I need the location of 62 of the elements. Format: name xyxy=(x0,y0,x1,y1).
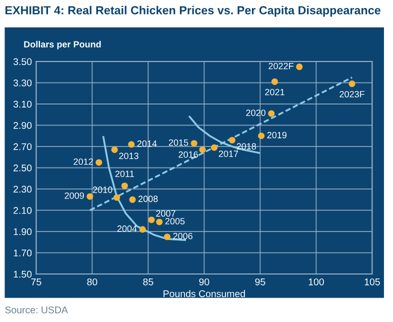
point xyxy=(111,146,118,153)
point xyxy=(121,182,128,190)
annotation: 2020 xyxy=(246,110,266,116)
point xyxy=(96,159,102,166)
y-tick-label: 2.90 xyxy=(14,122,32,129)
point xyxy=(190,140,198,147)
x-tick-label: 80 xyxy=(87,278,98,286)
point xyxy=(164,234,170,240)
x-tick-label: 75 xyxy=(31,278,42,286)
annotation: 2022F xyxy=(268,62,294,70)
annotation: 2013 xyxy=(119,152,138,160)
point xyxy=(268,110,275,117)
y-tick-label: 2.70 xyxy=(14,143,32,150)
point xyxy=(210,144,218,151)
annotation: 2010 xyxy=(93,186,112,193)
point xyxy=(129,196,136,203)
annotation: 2016 xyxy=(178,151,198,158)
annotation: 2005 xyxy=(165,218,185,224)
point xyxy=(128,141,135,148)
annotation: 2017 xyxy=(218,150,238,157)
annotation: 2015 xyxy=(168,139,188,146)
y-tick-label: 1.50 xyxy=(14,270,32,278)
annotation: 2006 xyxy=(173,232,192,240)
x-tick-label: 90 xyxy=(199,278,210,286)
annotation: 2023F xyxy=(340,91,364,98)
x-axis-title: Pounds Consumed xyxy=(164,290,245,298)
point xyxy=(296,64,303,70)
y-tick-label: 2.10 xyxy=(14,207,32,214)
point xyxy=(348,80,356,88)
annotation: 2012 xyxy=(74,158,93,165)
annotation: 2021 xyxy=(265,88,284,96)
point xyxy=(139,226,146,233)
y-tick-label: 1.70 xyxy=(14,250,32,256)
annotation: 2011 xyxy=(115,170,134,178)
annotation: 2009 xyxy=(64,192,84,199)
annotation: 2018 xyxy=(236,143,256,150)
point xyxy=(114,194,120,201)
y-tick-label: 3.50 xyxy=(13,58,32,66)
annotation: 2019 xyxy=(267,132,286,138)
y-axis-title: Dollars per Pound xyxy=(24,40,101,50)
x-tick-label: 105 xyxy=(364,278,380,286)
y-tick-label: 2.30 xyxy=(14,186,32,193)
point xyxy=(271,78,278,85)
x-tick-label: 95 xyxy=(255,278,266,286)
y-tick-label: 3.10 xyxy=(13,100,32,108)
x-tick-label: 85 xyxy=(143,278,154,286)
point xyxy=(199,146,206,153)
chart-title: EXHIBIT 4: Real Retail Chicken Prices vs. Per Capita Disappearance xyxy=(5,6,380,17)
x-tick-label: 100 xyxy=(308,278,324,286)
y-tick-label: 3.30 xyxy=(13,79,32,86)
annotation: 2008 xyxy=(138,196,158,202)
annotation: 2007 xyxy=(156,210,176,217)
y-tick-label: 1.90 xyxy=(14,228,32,236)
annotation: 2014 xyxy=(137,140,157,147)
point xyxy=(156,218,163,226)
annotation: 2004 xyxy=(117,225,137,232)
source-note: Source: USDA xyxy=(5,306,68,314)
point xyxy=(258,132,265,140)
y-tick-label: 2.50 xyxy=(14,164,32,172)
point xyxy=(228,136,236,144)
point xyxy=(148,216,155,224)
point xyxy=(86,193,94,200)
